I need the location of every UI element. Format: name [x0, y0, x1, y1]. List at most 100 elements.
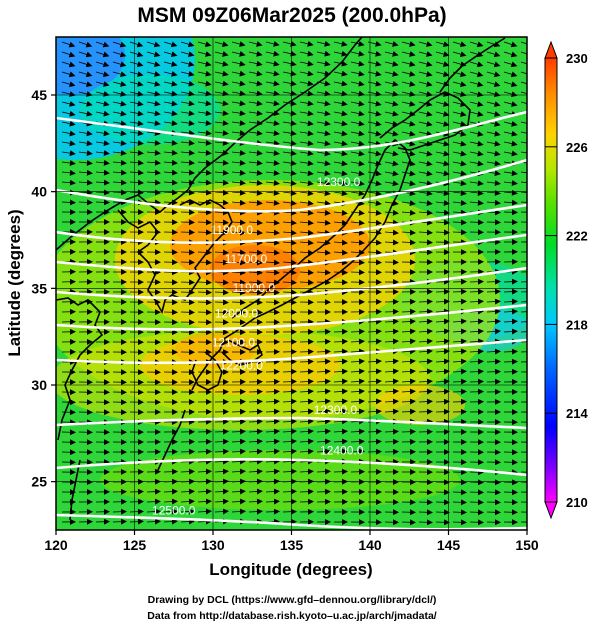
wind-vector	[282, 249, 297, 256]
wind-vector	[316, 239, 331, 246]
wind-vector	[316, 269, 331, 276]
wind-vector	[350, 368, 365, 375]
wind-vector	[282, 488, 297, 495]
wind-vector	[129, 179, 144, 186]
wind-vector	[214, 179, 229, 186]
wind-vector	[248, 159, 263, 166]
wind-vector	[435, 61, 450, 67]
wind-vector	[486, 170, 501, 177]
wind-vector	[180, 468, 195, 475]
wind-vector	[333, 40, 348, 47]
wind-vector	[248, 199, 263, 206]
wind-vector	[197, 189, 212, 196]
wind-vector	[231, 41, 246, 47]
wind-vector	[265, 438, 280, 445]
wind-vector	[180, 41, 195, 48]
wind-vector	[214, 438, 229, 445]
wind-vector	[248, 269, 263, 276]
wind-vector	[214, 508, 229, 515]
wind-vector	[197, 438, 212, 445]
wind-vector	[146, 120, 161, 127]
map-plot-area: 12300.011900.011700.011900.012000.012100…	[56, 37, 527, 530]
wind-vector	[299, 70, 314, 77]
wind-vector	[146, 488, 161, 495]
wind-vector	[418, 229, 433, 236]
wind-vector	[401, 41, 416, 47]
wind-vector	[282, 190, 297, 197]
wind-vector	[197, 90, 212, 97]
wind-vector	[435, 200, 450, 206]
wind-vector	[333, 418, 348, 425]
wind-vector	[469, 140, 484, 147]
wind-vector	[299, 249, 314, 256]
wind-vector	[214, 41, 229, 47]
wind-vector	[265, 90, 280, 97]
wind-vector	[282, 180, 297, 187]
wind-vector	[299, 229, 314, 236]
wind-vector	[316, 40, 331, 47]
wind-vector	[214, 299, 229, 306]
y-axis-label: Latitude (degrees)	[5, 209, 24, 356]
wind-vector	[384, 209, 399, 216]
wind-vector	[180, 249, 195, 256]
wind-vector	[520, 61, 527, 65]
wind-vector	[384, 318, 399, 325]
wind-vector	[401, 70, 416, 77]
wind-vector	[282, 110, 297, 117]
wind-vector	[197, 299, 212, 306]
wind-vector	[350, 150, 365, 157]
wind-vector	[469, 358, 484, 365]
wind-vector	[180, 189, 195, 196]
wind-vector	[129, 169, 144, 176]
wind-vector	[503, 61, 518, 68]
wind-vector	[333, 368, 348, 375]
wind-vector	[333, 70, 348, 77]
wind-vector	[197, 130, 212, 136]
wind-vector	[316, 150, 331, 157]
wind-vector	[401, 388, 416, 395]
contour-line-5	[56, 266, 527, 300]
wind-vector	[197, 100, 212, 107]
wind-vector	[350, 60, 365, 67]
wind-vector	[282, 368, 297, 375]
wind-vector	[520, 81, 527, 85]
wind-vector	[418, 170, 433, 177]
wind-vector	[452, 288, 467, 295]
wind-vector	[248, 498, 263, 505]
wind-vector	[248, 438, 263, 445]
wind-vector	[486, 209, 501, 216]
contour-line-6	[56, 303, 527, 331]
wind-vector	[146, 179, 161, 186]
wind-vector	[520, 131, 527, 134]
wind-vector	[231, 169, 246, 176]
wind-vector	[333, 209, 348, 216]
wind-vector	[486, 140, 501, 147]
wind-vector	[299, 448, 314, 455]
wind-vector	[231, 299, 246, 306]
wind-vector	[520, 91, 527, 95]
wind-vector	[299, 239, 314, 246]
wind-vector	[248, 488, 263, 495]
wind-vector	[299, 180, 314, 187]
wind-vector	[469, 378, 484, 385]
colorbar-tick-label: 222	[566, 229, 588, 244]
wind-vector	[146, 90, 161, 97]
wind-vector	[486, 180, 501, 187]
wind-vector	[180, 130, 195, 136]
wind-vector	[248, 458, 263, 465]
wind-vector	[350, 120, 365, 127]
wind-vector	[129, 498, 144, 505]
wind-vector	[384, 160, 399, 167]
wind-vector	[299, 140, 314, 147]
wind-vector	[214, 169, 229, 176]
hot-spot-southeast	[375, 385, 465, 425]
wind-vector	[265, 80, 280, 87]
wind-vector	[299, 80, 314, 87]
wind-vector	[214, 130, 229, 136]
wind-vector	[129, 100, 144, 107]
wind-vector	[299, 170, 314, 177]
wind-vector	[333, 328, 348, 335]
wind-vector	[180, 80, 195, 87]
wind-vector	[146, 508, 161, 515]
contour-line-10	[56, 513, 527, 530]
